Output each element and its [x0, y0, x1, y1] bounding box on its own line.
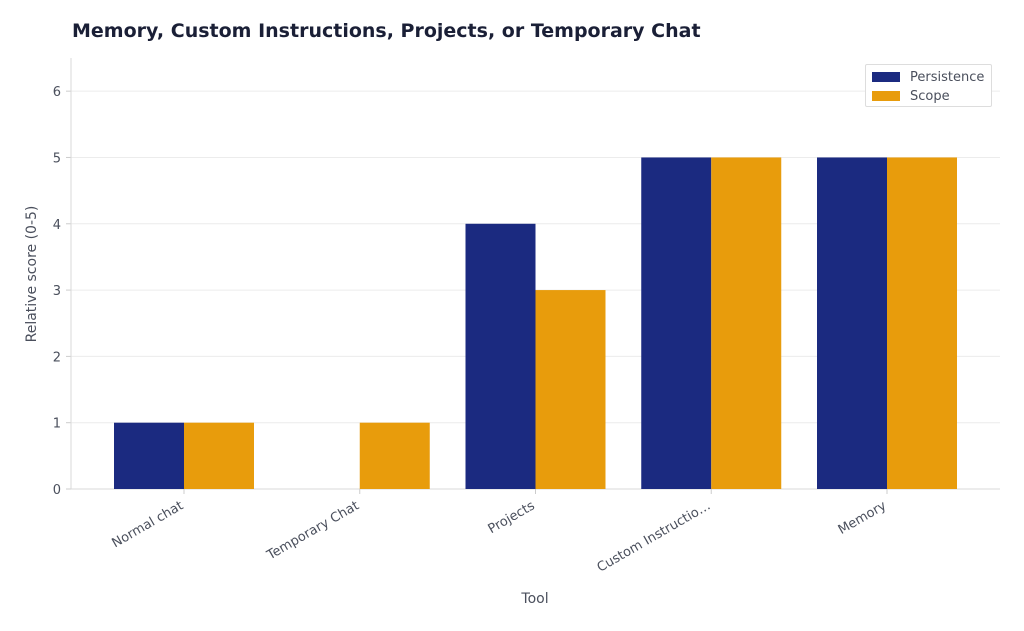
bar-scope-3 [711, 157, 782, 489]
legend: Persistence Scope [865, 64, 992, 107]
x-axis-label: Tool [520, 591, 548, 607]
bar-scope-0 [184, 422, 254, 489]
chart-title: Memory, Custom Instructions, Projects, o… [72, 20, 701, 42]
y-tick-label: 2 [53, 350, 61, 365]
bar-persistence-3 [641, 157, 712, 489]
y-tick-label: 1 [53, 417, 61, 432]
x-tick-label: Normal chat [110, 498, 186, 551]
legend-label-persistence: Persistence [910, 69, 985, 85]
y-tick-label: 4 [53, 218, 61, 233]
x-tick-label: Custom Instructio… [595, 498, 714, 575]
legend-swatch-scope [872, 91, 900, 101]
bar-scope-2 [535, 290, 606, 489]
bar-scope-1 [359, 422, 430, 489]
legend-swatch-persistence [872, 72, 900, 82]
legend-item-scope: Scope [872, 88, 950, 104]
x-tick-label: Temporary Chat [264, 498, 362, 563]
y-tick-label: 0 [53, 483, 61, 498]
x-tick-label: Projects [486, 498, 538, 537]
bar-scope-4 [887, 157, 957, 489]
bar-persistence-0 [114, 422, 184, 489]
legend-label-scope: Scope [910, 88, 950, 104]
y-tick-label: 3 [53, 284, 61, 299]
y-tick-label: 5 [53, 151, 61, 166]
y-axis-label: Relative score (0-5) [24, 206, 40, 343]
bars [114, 157, 957, 489]
bar-persistence-2 [465, 223, 536, 489]
x-tick-label: Memory [836, 498, 890, 538]
bar-persistence-4 [817, 157, 887, 489]
y-tick-label: 6 [53, 85, 61, 100]
legend-item-persistence: Persistence [872, 69, 984, 85]
